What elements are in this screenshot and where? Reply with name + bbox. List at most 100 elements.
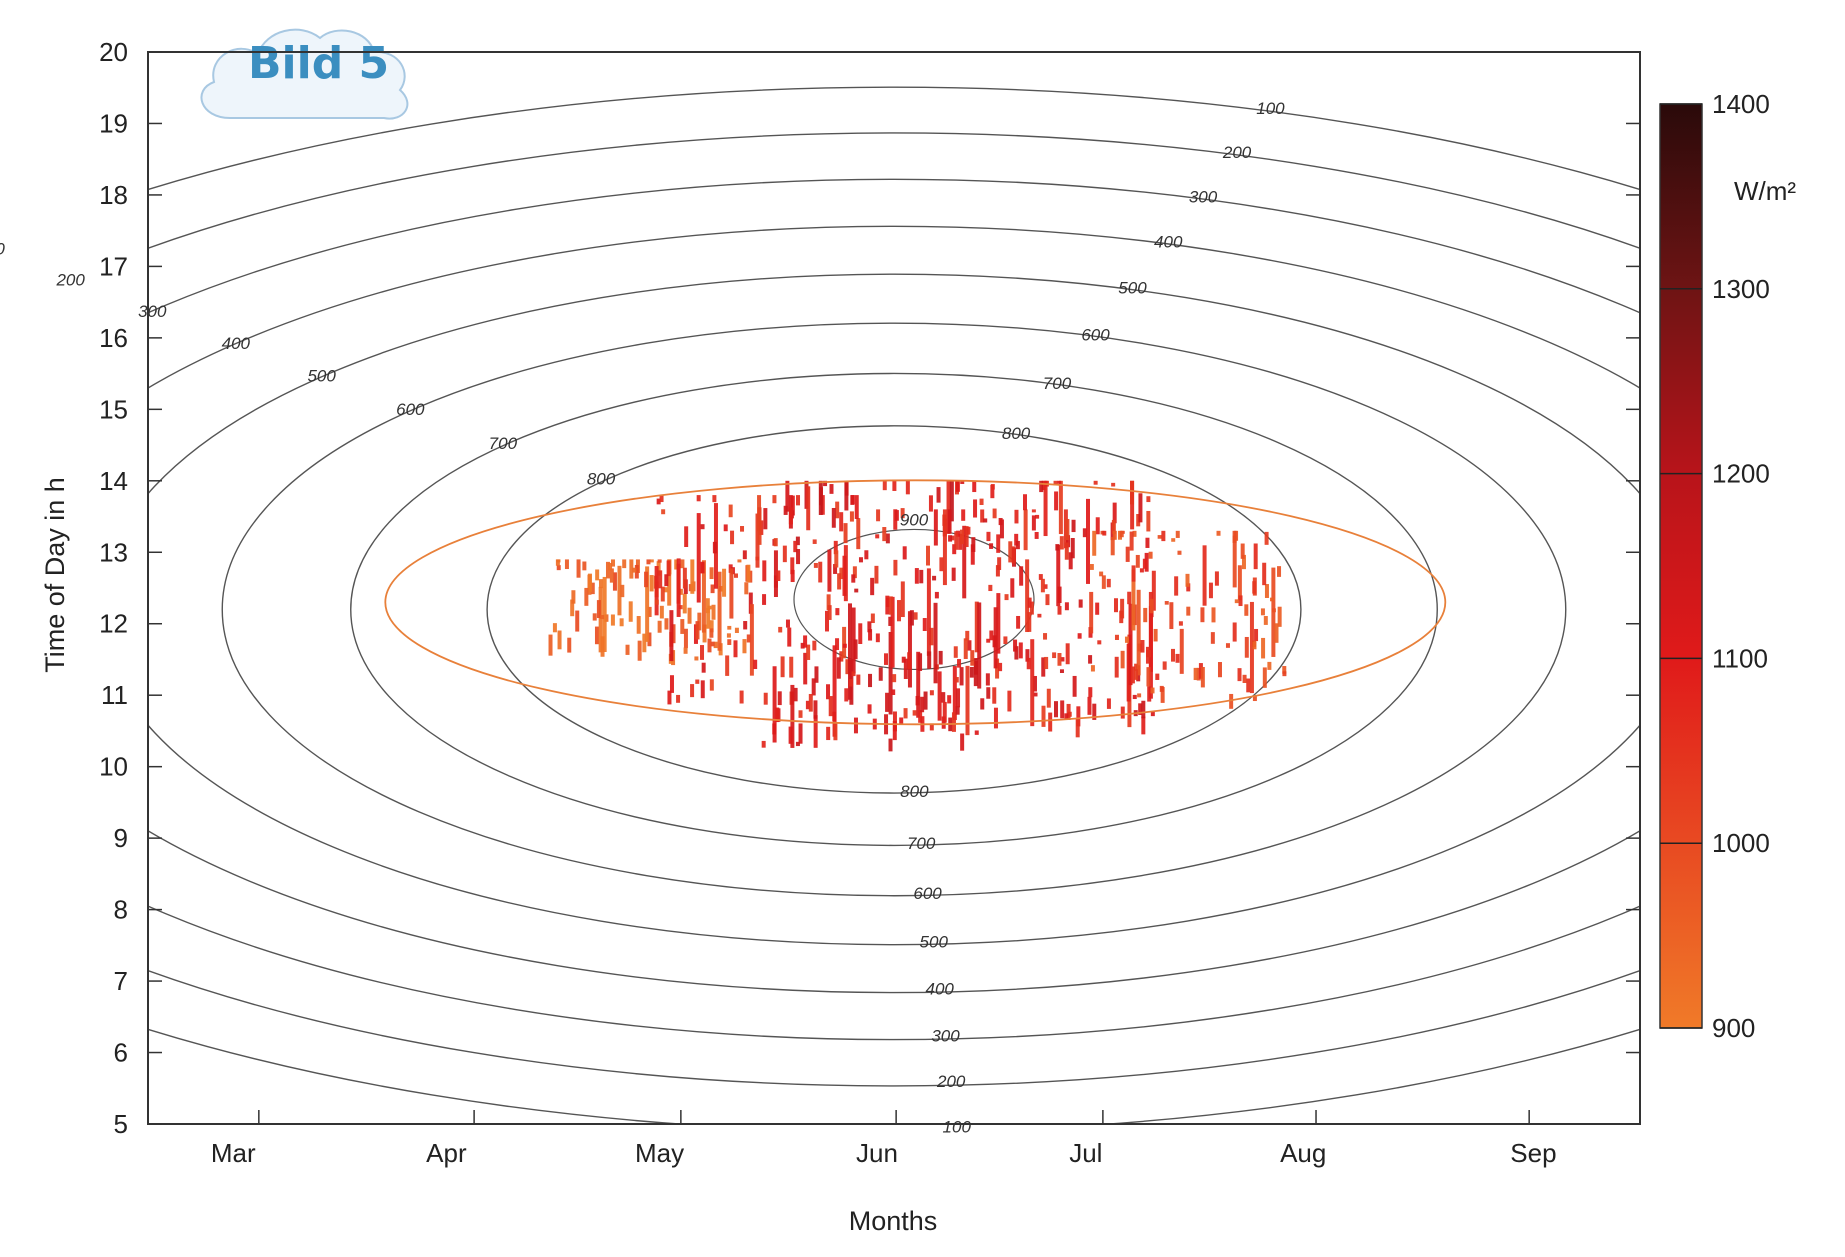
measured-cell — [787, 627, 792, 647]
measured-cell — [850, 495, 855, 505]
measured-cell — [702, 624, 707, 643]
measured-cell — [710, 584, 715, 594]
measured-cell — [1059, 536, 1064, 550]
measured-cell — [682, 593, 687, 614]
measured-cell — [788, 726, 793, 744]
contour-label: 300 — [1189, 187, 1218, 206]
measured-cell — [1064, 542, 1069, 560]
x-tick-label: Sep — [1510, 1138, 1556, 1168]
measured-cell — [1076, 706, 1081, 727]
measured-cell — [676, 694, 681, 703]
measured-cell — [806, 486, 811, 531]
contour-label: 900 — [900, 510, 929, 529]
colorbar-tick-label: 1000 — [1712, 828, 1770, 858]
measured-cell — [901, 656, 906, 663]
contour-line-100 — [148, 86, 1640, 1124]
measured-cell — [1041, 657, 1046, 677]
measured-cell — [995, 658, 1000, 679]
measured-cell — [882, 480, 887, 491]
measured-cell — [659, 495, 664, 503]
measured-cell — [948, 535, 953, 542]
measured-cell — [1128, 603, 1133, 686]
measured-cell — [1075, 717, 1080, 738]
measured-cell — [1008, 541, 1013, 563]
measured-cell — [966, 526, 971, 535]
measured-cell — [587, 573, 592, 592]
measured-cell — [684, 526, 689, 547]
measured-cell — [748, 592, 753, 614]
measured-cell — [1054, 701, 1059, 718]
measured-cell — [1145, 646, 1150, 664]
measured-cell — [1007, 690, 1012, 712]
measured-cell — [952, 544, 957, 555]
measured-cell — [1146, 667, 1151, 687]
measured-cell — [742, 639, 747, 654]
measured-cell — [835, 638, 840, 651]
measured-cell — [734, 627, 739, 634]
measured-cell — [564, 559, 569, 570]
measured-cell — [1057, 606, 1062, 615]
measured-cell — [740, 526, 745, 532]
measured-cell — [1014, 533, 1019, 546]
measured-cell — [1120, 598, 1125, 619]
measured-cell — [997, 557, 1002, 571]
measured-cell — [812, 640, 817, 651]
measured-cell — [595, 569, 600, 581]
measured-cell — [1232, 530, 1237, 543]
measured-cell — [885, 595, 890, 615]
measured-cell — [632, 567, 637, 573]
measured-cell — [1045, 594, 1050, 606]
measured-cell — [825, 610, 830, 632]
measured-cell — [1136, 589, 1141, 676]
measured-cell — [902, 546, 907, 560]
measured-cell — [576, 559, 581, 578]
contour-label: 500 — [307, 366, 336, 385]
measured-cell — [1159, 685, 1164, 692]
measured-cell — [667, 559, 672, 606]
measured-cell — [888, 738, 893, 752]
measured-cell — [1070, 537, 1075, 559]
measured-cell — [598, 579, 603, 589]
measured-cell — [1043, 480, 1048, 537]
measured-cell — [1264, 584, 1269, 598]
measured-cell — [851, 574, 856, 583]
measured-cell — [749, 604, 754, 676]
measured-cell — [730, 530, 735, 545]
measured-cell — [896, 600, 901, 622]
measured-cell — [788, 507, 793, 525]
y-tick-label: 12 — [99, 609, 128, 639]
measured-cell — [680, 619, 685, 634]
measured-cell — [803, 635, 808, 648]
measured-cell — [642, 633, 647, 653]
measured-cell — [629, 559, 634, 579]
measured-cell — [894, 510, 899, 521]
measured-cell — [696, 495, 701, 502]
measured-cell — [1175, 653, 1180, 663]
measured-cell — [1027, 597, 1032, 608]
measured-cell — [1106, 698, 1111, 709]
measured-cell — [989, 543, 994, 549]
measured-cell — [1130, 666, 1135, 684]
measured-cell — [888, 596, 893, 615]
measured-cell — [965, 665, 970, 736]
measured-cell — [1200, 607, 1205, 623]
measured-cell — [552, 623, 557, 633]
measured-cell — [823, 480, 828, 487]
y-tick-label: 20 — [99, 37, 128, 67]
measured-cell — [725, 655, 730, 676]
measured-cell — [1054, 491, 1059, 511]
measured-cell — [700, 645, 705, 660]
measured-cell — [928, 495, 933, 512]
measured-cell — [1202, 545, 1207, 606]
measured-cell — [929, 627, 934, 646]
measured-cell — [1037, 613, 1042, 618]
measured-cell — [996, 593, 1001, 654]
measured-cell — [1271, 608, 1276, 613]
measured-cell — [772, 495, 777, 504]
measured-cell — [954, 531, 959, 550]
measured-cell — [1169, 602, 1174, 630]
measured-cell — [929, 690, 934, 696]
measured-cell — [973, 658, 978, 687]
measured-cell — [744, 582, 749, 595]
